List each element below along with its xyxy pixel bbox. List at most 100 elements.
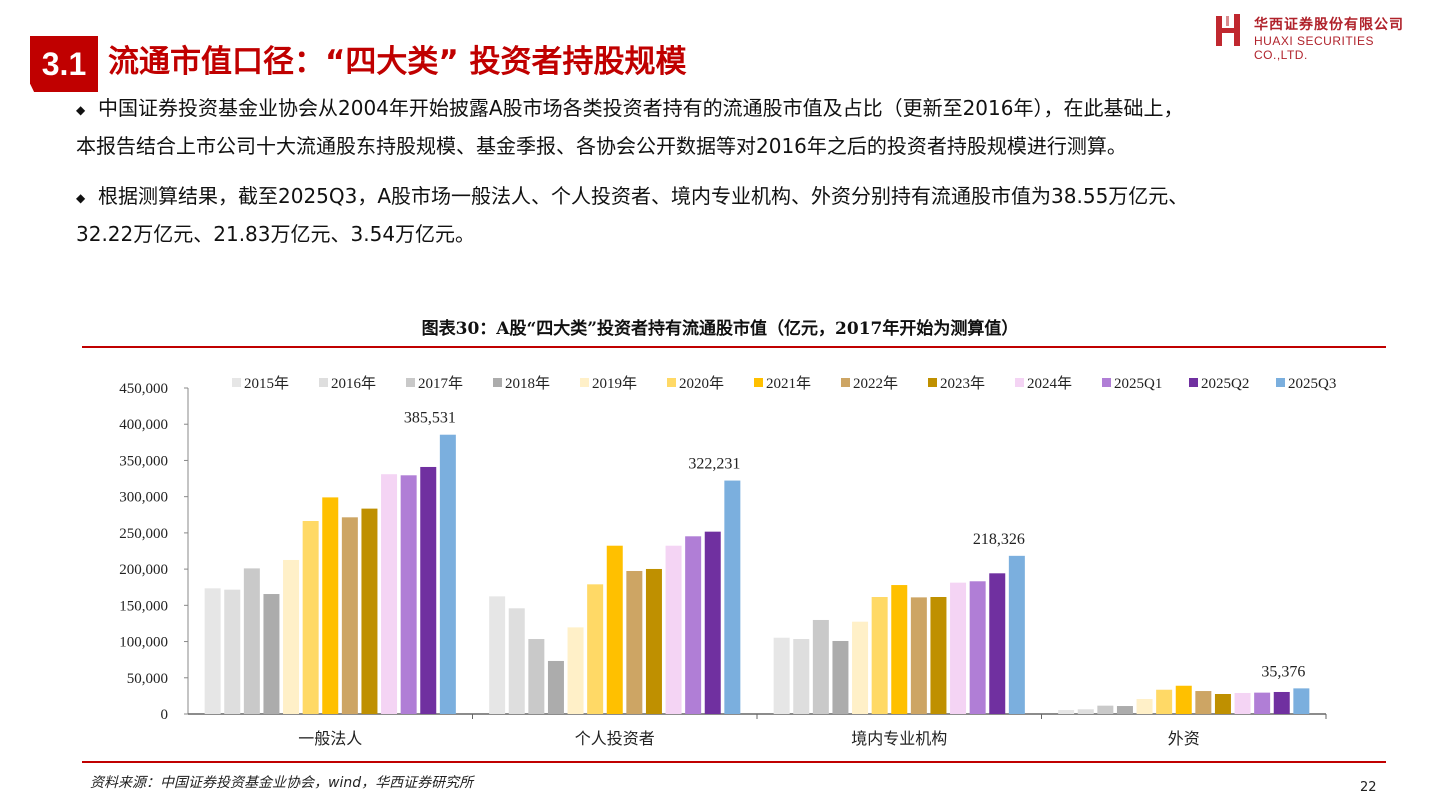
legend-swatch-2025Q1	[1102, 378, 1111, 387]
legend-swatch-2018年	[493, 378, 502, 387]
legend-swatch-2016年	[319, 378, 328, 387]
bar-2023年-境内专业机构	[930, 597, 947, 714]
category-label: 境内专业机构	[851, 729, 947, 748]
legend-label: 2018年	[505, 375, 550, 392]
bar-2023年-外资	[1214, 694, 1231, 714]
bar-2025Q3-境内专业机构	[1008, 555, 1025, 714]
bar-2020年-外资	[1156, 689, 1173, 714]
bar-2025Q3-外资	[1293, 688, 1310, 714]
bar-2019年-一般法人	[283, 559, 300, 714]
source-note: 资料来源：中国证券投资基金业协会，wind，华西证券研究所	[90, 775, 474, 791]
legend-label: 2017年	[418, 375, 463, 392]
bar-2017年-一般法人	[243, 568, 260, 714]
bar-2022年-外资	[1195, 691, 1212, 714]
bar-2025Q3-一般法人	[439, 434, 456, 714]
y-tick-label: 250,000	[119, 526, 168, 542]
legend-swatch-2021年	[754, 378, 763, 387]
legend-label: 2025Q2	[1201, 376, 1249, 392]
bar-2015年-境内专业机构	[773, 637, 790, 714]
bullet-2: ◆ 根据测算结果，截至2025Q3，A股市场一般法人、个人投资者、境内专业机构、外…	[76, 178, 1426, 252]
y-tick-label: 150,000	[119, 598, 168, 614]
legend-swatch-2015年	[232, 378, 241, 387]
bar-2016年-一般法人	[224, 589, 241, 714]
bar-2022年-境内专业机构	[910, 597, 927, 714]
legend-label: 2023年	[940, 375, 985, 392]
bar-2017年-外资	[1097, 705, 1114, 714]
legend-swatch-2019年	[580, 378, 589, 387]
bar-2023年-个人投资者	[645, 568, 662, 714]
legend-swatch-2022年	[841, 378, 850, 387]
legend-label: 2021年	[766, 375, 811, 392]
y-tick-label: 0	[161, 707, 169, 723]
bar-2024年-一般法人	[381, 474, 398, 714]
bar-2018年-个人投资者	[547, 660, 564, 714]
bar-2024年-外资	[1234, 692, 1251, 714]
legend-label: 2019年	[592, 375, 637, 392]
bar-2021年-境内专业机构	[891, 585, 908, 714]
y-tick-label: 300,000	[119, 490, 168, 506]
diamond-bullet-icon: ◆	[76, 102, 86, 117]
bar-2021年-个人投资者	[606, 545, 623, 714]
bar-2025Q1-个人投资者	[685, 536, 702, 714]
bar-2022年-一般法人	[341, 517, 358, 714]
data-label: 385,531	[404, 410, 456, 427]
bullet-2-line-1: 根据测算结果，截至2025Q3，A股市场一般法人、个人投资者、境内专业机构、外资…	[98, 184, 1189, 208]
divider-top	[82, 346, 1386, 348]
legend-label: 2025Q1	[1114, 376, 1162, 392]
bar-2015年-个人投资者	[489, 596, 506, 714]
section-number: 3.1	[30, 36, 98, 92]
data-label: 218,326	[973, 531, 1025, 548]
legend-label: 2016年	[331, 375, 376, 392]
bar-2018年-外资	[1116, 706, 1133, 714]
bar-2025Q2-一般法人	[420, 466, 437, 714]
logo-text-en: HUAXI SECURITIES CO.,LTD.	[1254, 34, 1375, 62]
y-tick-label: 350,000	[119, 453, 168, 469]
category-label: 一般法人	[298, 730, 362, 748]
bar-2015年-一般法人	[204, 588, 221, 714]
legend-swatch-2025Q2	[1189, 378, 1198, 387]
bar-2020年-个人投资者	[587, 584, 604, 714]
bar-2018年-一般法人	[263, 594, 280, 714]
legend-swatch-2020年	[667, 378, 676, 387]
divider-bottom	[82, 761, 1386, 763]
legend-label: 2024年	[1027, 375, 1072, 392]
legend-swatch-2025Q3	[1276, 378, 1285, 387]
bar-2024年-境内专业机构	[950, 582, 967, 714]
bar-2025Q1-境内专业机构	[969, 581, 986, 714]
category-label: 个人投资者	[575, 730, 655, 748]
logo-text-cn: 华西证券股份有限公司	[1254, 17, 1404, 33]
category-label: 外资	[1168, 730, 1200, 748]
bar-2020年-一般法人	[302, 521, 319, 714]
chart-title: 图表30：A股“四大类”投资者持有流通股市值（亿元，2017年开始为测算值）	[421, 319, 1019, 339]
page-number: 22	[1360, 780, 1377, 795]
legend-label: 2022年	[853, 375, 898, 392]
bar-2016年-境内专业机构	[793, 639, 810, 714]
bar-2017年-境内专业机构	[812, 619, 829, 714]
bar-2018年-境内专业机构	[832, 640, 849, 714]
bar-2025Q2-外资	[1273, 691, 1290, 714]
bar-2025Q1-一般法人	[400, 475, 417, 714]
bar-2016年-外资	[1077, 709, 1094, 714]
bar-2024年-个人投资者	[665, 545, 682, 714]
data-label: 322,231	[688, 456, 740, 473]
legend-swatch-2024年	[1015, 378, 1024, 387]
y-tick-label: 450,000	[119, 381, 168, 397]
page-title: 流通市值口径：“四大类” 投资者持股规模	[108, 44, 687, 80]
bullet-1: ◆ 中国证券投资基金业协会从2004年开始披露A股市场各类投资者持有的流通股市值及…	[76, 90, 1426, 164]
diamond-bullet-icon: ◆	[76, 190, 86, 205]
bar-2021年-一般法人	[322, 497, 339, 714]
bar-2022年-个人投资者	[626, 570, 643, 714]
legend-label: 2015年	[244, 375, 289, 392]
data-label: 35,376	[1261, 663, 1305, 680]
bar-2025Q2-境内专业机构	[989, 573, 1006, 714]
legend-label: 2020年	[679, 375, 724, 392]
bar-2025Q2-个人投资者	[704, 531, 721, 714]
legend-swatch-2023年	[928, 378, 937, 387]
logo-mark-icon	[1216, 14, 1240, 46]
bar-2019年-外资	[1136, 699, 1153, 714]
y-tick-label: 100,000	[119, 635, 168, 651]
y-tick-label: 200,000	[119, 562, 168, 578]
bullet-2-line-2: 32.22万亿元、21.83万亿元、3.54万亿元。	[76, 221, 476, 246]
legend-label: 2025Q3	[1288, 376, 1336, 392]
